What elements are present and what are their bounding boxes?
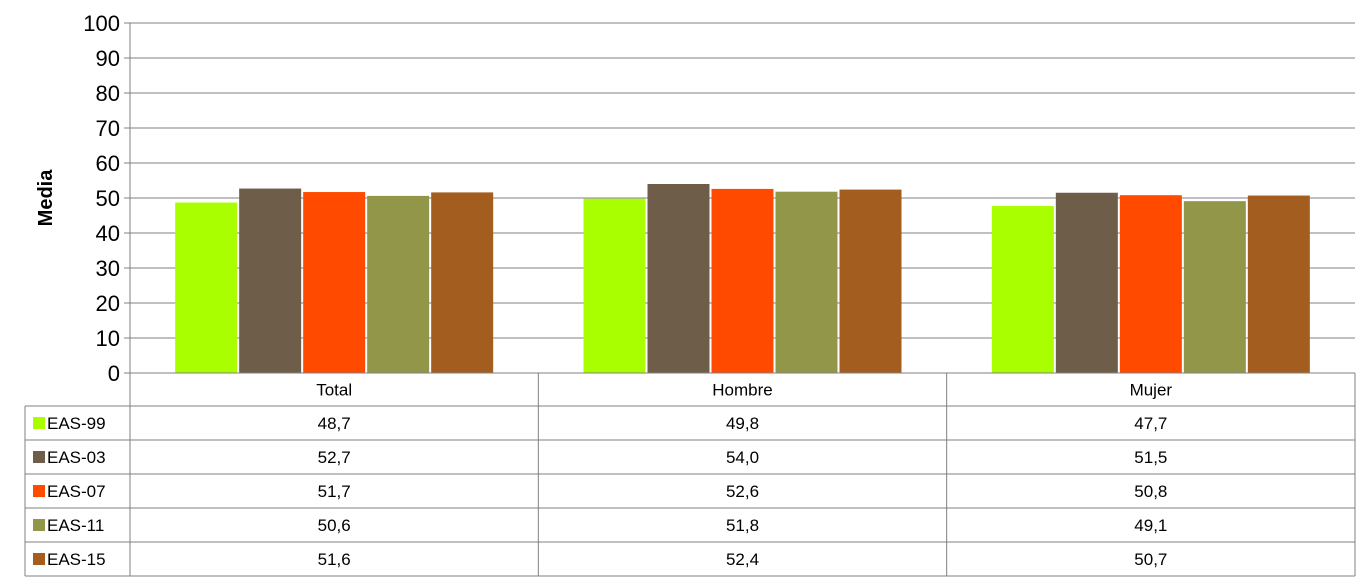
- legend-label: EAS-15: [47, 550, 106, 569]
- legend-swatch-eas-15: [33, 553, 45, 565]
- bar-eas-07-mujer: [1119, 195, 1182, 373]
- y-tick-label: 70: [96, 116, 120, 141]
- data-label: 51,6: [318, 550, 351, 569]
- bar-eas-07-total: [303, 192, 366, 373]
- y-tick-label: 10: [96, 326, 120, 351]
- bar-eas-03-hombre: [647, 184, 710, 373]
- y-tick-label: 80: [96, 81, 120, 106]
- bar-eas-11-total: [367, 195, 430, 373]
- category-label: Mujer: [1130, 381, 1173, 400]
- y-tick-label: 90: [96, 46, 120, 71]
- data-label: 50,8: [1134, 482, 1167, 501]
- category-label: Hombre: [712, 381, 772, 400]
- y-tick-label: 20: [96, 291, 120, 316]
- bar-eas-15-total: [431, 192, 494, 373]
- bar-eas-11-mujer: [1183, 201, 1246, 373]
- category-label: Total: [316, 381, 352, 400]
- y-tick-label: 40: [96, 221, 120, 246]
- y-tick-label: 60: [96, 151, 120, 176]
- legend-label: EAS-07: [47, 482, 106, 501]
- bar-eas-99-total: [175, 202, 238, 373]
- legend-label: EAS-03: [47, 448, 106, 467]
- bar-eas-15-mujer: [1247, 195, 1310, 373]
- data-label: 50,6: [318, 516, 351, 535]
- bar-eas-11-hombre: [775, 191, 838, 373]
- bar-eas-07-hombre: [711, 188, 774, 373]
- y-tick-label: 100: [83, 11, 120, 36]
- bar-eas-99-mujer: [991, 206, 1054, 373]
- data-label: 51,7: [318, 482, 351, 501]
- data-label: 49,8: [726, 414, 759, 433]
- legend-label: EAS-99: [47, 414, 106, 433]
- legend-swatch-eas-07: [33, 485, 45, 497]
- data-label: 47,7: [1134, 414, 1167, 433]
- data-label: 52,4: [726, 550, 759, 569]
- data-label: 48,7: [318, 414, 351, 433]
- data-label: 52,7: [318, 448, 351, 467]
- bar-eas-99-hombre: [583, 198, 646, 373]
- legend-label: EAS-11: [47, 516, 104, 535]
- bar-eas-03-total: [239, 188, 302, 373]
- legend-swatch-eas-03: [33, 451, 45, 463]
- data-label: 51,8: [726, 516, 759, 535]
- legend-swatch-eas-11: [33, 519, 45, 531]
- data-label: 54,0: [726, 448, 759, 467]
- data-label: 52,6: [726, 482, 759, 501]
- data-label: 49,1: [1134, 516, 1167, 535]
- data-label: 50,7: [1134, 550, 1167, 569]
- bar-eas-15-hombre: [839, 189, 902, 373]
- y-tick-label: 50: [96, 186, 120, 211]
- legend-swatch-eas-99: [33, 417, 45, 429]
- bar-eas-03-mujer: [1055, 192, 1118, 373]
- y-tick-label: 0: [108, 361, 120, 386]
- data-label: 51,5: [1134, 448, 1167, 467]
- y-axis-label: Media: [35, 169, 57, 227]
- y-tick-label: 30: [96, 256, 120, 281]
